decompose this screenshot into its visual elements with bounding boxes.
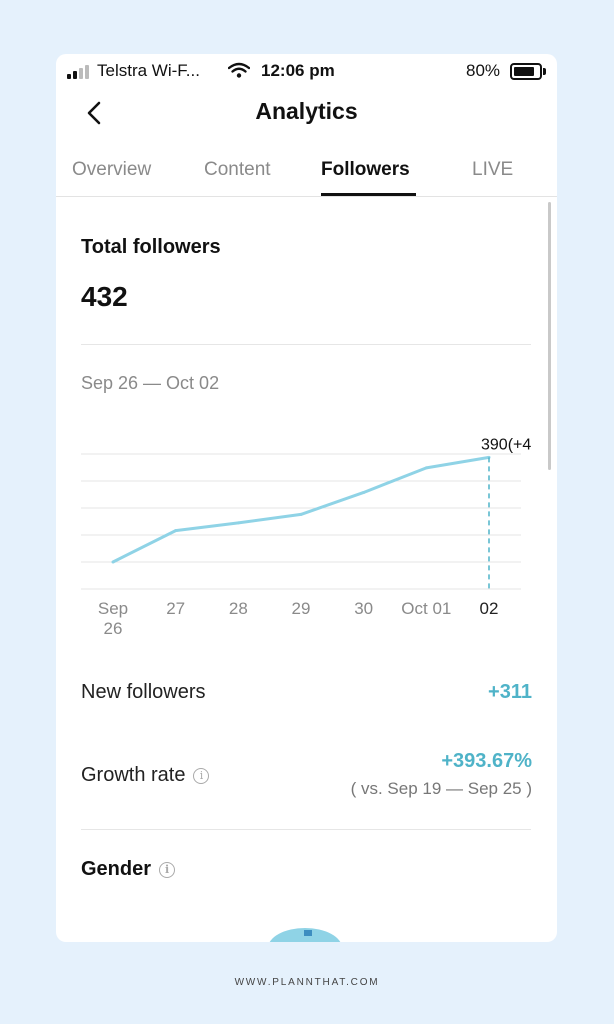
total-followers-title: Total followers [81,236,221,258]
page-title: Analytics [255,98,358,124]
footer-watermark: WWW.PLANNTHAT.COM [234,977,380,988]
signal-icon [67,65,89,79]
wifi-icon [228,62,250,78]
info-icon[interactable]: i [159,861,176,878]
gender-section-title: Gender i [81,858,176,881]
data-point[interactable] [424,466,428,470]
x-tick-label: 28 [229,599,248,618]
status-bar: Telstra Wi-F... 12:06 pm 80% [56,54,557,88]
tab-live[interactable]: LIVE [472,159,514,180]
growth-rate-label: Growth rate [81,764,186,786]
battery-percent: 80% [466,61,501,80]
data-point[interactable] [299,512,303,516]
total-followers-value: 432 [81,281,128,312]
data-point[interactable] [362,490,366,494]
x-tick-label: Sep 26 [98,599,128,638]
new-followers-label: New followers [81,681,206,703]
x-tick-label: 02 [480,599,499,618]
tab-bar: Overview Content Followers LIVE [56,154,557,197]
growth-rate-row: Growth rate i [81,764,210,787]
growth-rate-value: +393.67% [441,750,532,772]
tab-followers[interactable]: Followers [321,159,410,180]
series-line [112,455,490,564]
phone-screen: Telstra Wi-F... 12:06 pm 80% Analytics O… [56,54,557,942]
new-followers-value: +311 [488,681,532,703]
divider [81,829,531,830]
x-tick-label: 29 [292,599,311,618]
gender-pie-chart [268,928,342,942]
chevron-left-icon[interactable] [82,100,108,126]
growth-rate-compare: ( vs. Sep 19 — Sep 25 ) [350,779,532,798]
data-point[interactable] [236,521,240,525]
tab-content[interactable]: Content [204,159,271,180]
scrollbar[interactable] [548,202,551,470]
tab-overview[interactable]: Overview [72,159,152,180]
info-icon[interactable]: i [193,767,210,784]
x-tick-label: 27 [166,599,185,618]
x-tick-label: Oct 01 [401,599,451,618]
battery-icon [510,63,546,80]
carrier-name: Telstra Wi-F... [97,61,200,80]
status-time: 12:06 pm [261,61,335,80]
date-range[interactable]: Sep 26 — Oct 02 [81,373,220,393]
gender-title: Gender [81,858,152,880]
active-tab-indicator [321,193,416,196]
data-point[interactable] [174,529,178,533]
highlight-label: 390(+4 [481,436,531,453]
divider [81,344,531,345]
followers-line-chart[interactable]: 390(+4 Sep 26 27 28 29 30 Oct 01 02 [56,424,557,639]
x-tick-label: 30 [354,599,373,618]
data-point[interactable] [111,560,115,564]
